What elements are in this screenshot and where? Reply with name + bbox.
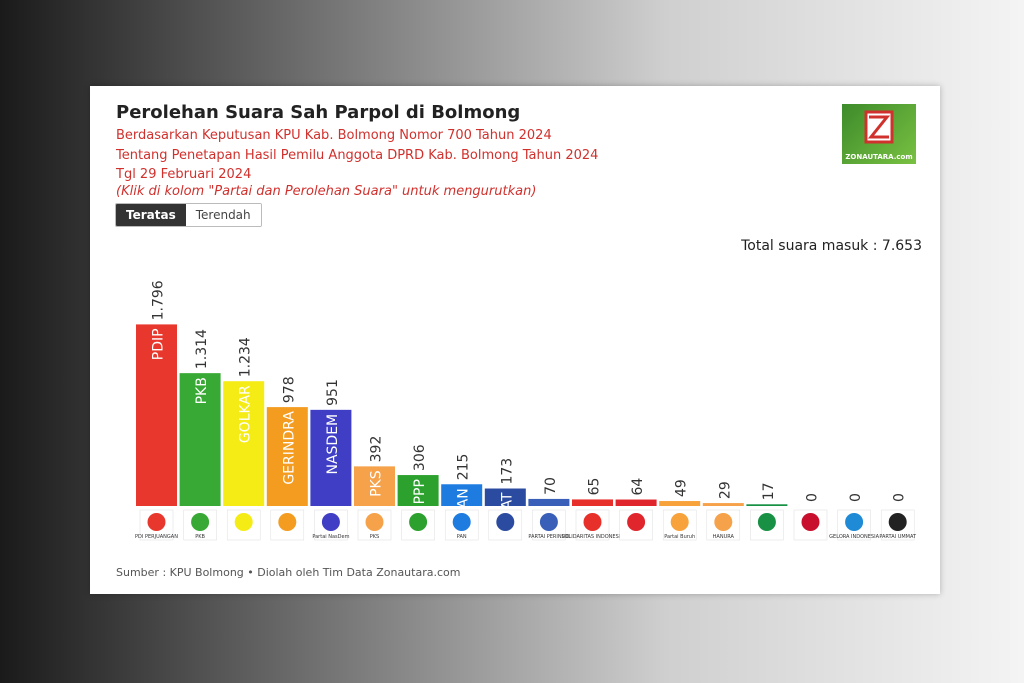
bar-value-label: 0 — [805, 493, 821, 502]
party-emblem-icon — [321, 513, 340, 531]
bar-value-label: 70 — [543, 477, 559, 495]
bar-pbb — [615, 499, 657, 506]
party-logo-label: HANURA — [713, 534, 735, 540]
bar-name-label: PKB — [194, 377, 210, 404]
party-emblem-icon — [539, 513, 558, 531]
party-emblem-icon — [365, 513, 384, 531]
party-emblem-icon — [191, 513, 210, 531]
chart-title: Perolehan Suara Sah Parpol di Bolmong — [116, 102, 521, 123]
party-emblem-icon — [888, 513, 907, 531]
party-logo-label: SOLIDARITAS INDONESIA — [561, 534, 624, 540]
party-logo-label: PKB — [195, 534, 205, 540]
party-logo-label: PDI PERJUANGAN — [135, 534, 178, 540]
bar-value-label: 29 — [717, 481, 733, 499]
party-emblem-icon — [757, 513, 776, 531]
bar-value-label: 0 — [848, 493, 864, 502]
party-logo-label: GELORA INDONESIA — [829, 534, 879, 540]
bar-value-label: 1.314 — [194, 329, 210, 369]
chart-sort-hint: (Klik di kolom "Partai dan Perolehan Sua… — [116, 184, 537, 199]
bar-name-label: PDIP — [151, 328, 167, 360]
bar-pdip — [136, 324, 177, 506]
party-emblem-icon — [234, 513, 253, 531]
bar-golkar — [223, 381, 265, 506]
party-logo-label: PKS — [370, 534, 379, 540]
chart-subtitle-decree: Berdasarkan Keputusan KPU Kab. Bolmong N… — [116, 128, 552, 143]
bar-pan — [441, 484, 483, 506]
party-logo-label: Partai NasDem — [312, 534, 349, 540]
party-emblem-icon — [452, 513, 471, 531]
party-emblem-icon — [627, 513, 646, 531]
party-emblem-icon — [496, 513, 515, 531]
bar-value-label: 64 — [630, 478, 646, 496]
bar-nasdem — [310, 409, 352, 506]
sort-lowest-button[interactable]: Terendah — [185, 204, 261, 226]
party-emblem-icon — [409, 513, 428, 531]
bar-pkb — [179, 373, 221, 506]
bar-partai-buruh — [659, 501, 701, 506]
bar-value-label: 49 — [674, 479, 690, 497]
bar-value-label: 1.234 — [238, 337, 254, 377]
bar-pkn — [746, 504, 788, 506]
party-emblem-icon — [147, 513, 166, 531]
bar-name-label: NASDEM — [325, 414, 341, 475]
bar-name-label: PKS — [369, 470, 385, 497]
bar-demokrat — [484, 488, 526, 506]
bar-name-label: GERINDRA — [281, 411, 297, 485]
party-emblem-icon — [670, 513, 689, 531]
party-logo-label: PAN — [457, 534, 467, 540]
bar-value-label: 65 — [587, 478, 603, 496]
bar-gerindra — [266, 407, 308, 506]
bar-hanura — [702, 503, 744, 506]
party-logo-label: PARTAI PERINDO — [528, 534, 569, 540]
zonautara-logo: ZONAUTARA.com — [842, 104, 916, 164]
bar-value-label: 0 — [892, 493, 908, 502]
bar-name-label: PPP — [412, 479, 428, 504]
chart-card: Perolehan Suara Sah Parpol di Bolmong Be… — [90, 86, 940, 594]
total-votes-label: Total suara masuk : 7.653 — [741, 238, 922, 254]
bar-value-label: 392 — [369, 436, 385, 463]
sort-toggle: Teratas Terendah — [115, 203, 262, 227]
bar-value-label: 173 — [499, 458, 515, 485]
party-emblem-icon — [278, 513, 297, 531]
bar-value-label: 978 — [281, 376, 297, 403]
bar-value-label: 17 — [761, 482, 777, 500]
party-emblem-icon — [583, 513, 602, 531]
party-emblem-icon — [801, 513, 820, 531]
bar-name-label: AT — [499, 492, 515, 509]
party-emblem-icon — [714, 513, 733, 531]
bar-pks — [354, 466, 395, 506]
bar-value-label: 306 — [412, 444, 428, 471]
bar-name-label: AN — [456, 488, 472, 508]
bar-name-label: GOLKAR — [238, 385, 254, 443]
party-logo-label: Partai Buruh — [664, 534, 695, 540]
chart-subtitle-date: Tgl 29 Februari 2024 — [116, 167, 252, 182]
bar-psi — [572, 499, 613, 506]
zonautara-logo-mark — [864, 110, 894, 144]
sort-top-button[interactable]: Teratas — [116, 204, 186, 226]
source-note: Sumber : KPU Bolmong • Diolah oleh Tim D… — [116, 566, 461, 579]
party-logo-label: PARTAI UMMAT — [879, 534, 917, 540]
bar-value-label: 215 — [456, 454, 472, 481]
party-emblem-icon — [845, 513, 864, 531]
chart-subtitle-about: Tentang Penetapan Hasil Pemilu Anggota D… — [116, 148, 599, 163]
bar-value-label: 1.796 — [151, 280, 167, 320]
bar-value-label: 951 — [325, 379, 341, 406]
bar-perindo — [528, 498, 570, 506]
bar-ppp — [397, 475, 439, 506]
bar-chart: PDIP 1.796 PDI PERJUANGAN PKB 1.314 PKB GOLKAR… — [135, 280, 917, 541]
zonautara-logo-text: ZONAUTARA.com — [845, 153, 913, 161]
